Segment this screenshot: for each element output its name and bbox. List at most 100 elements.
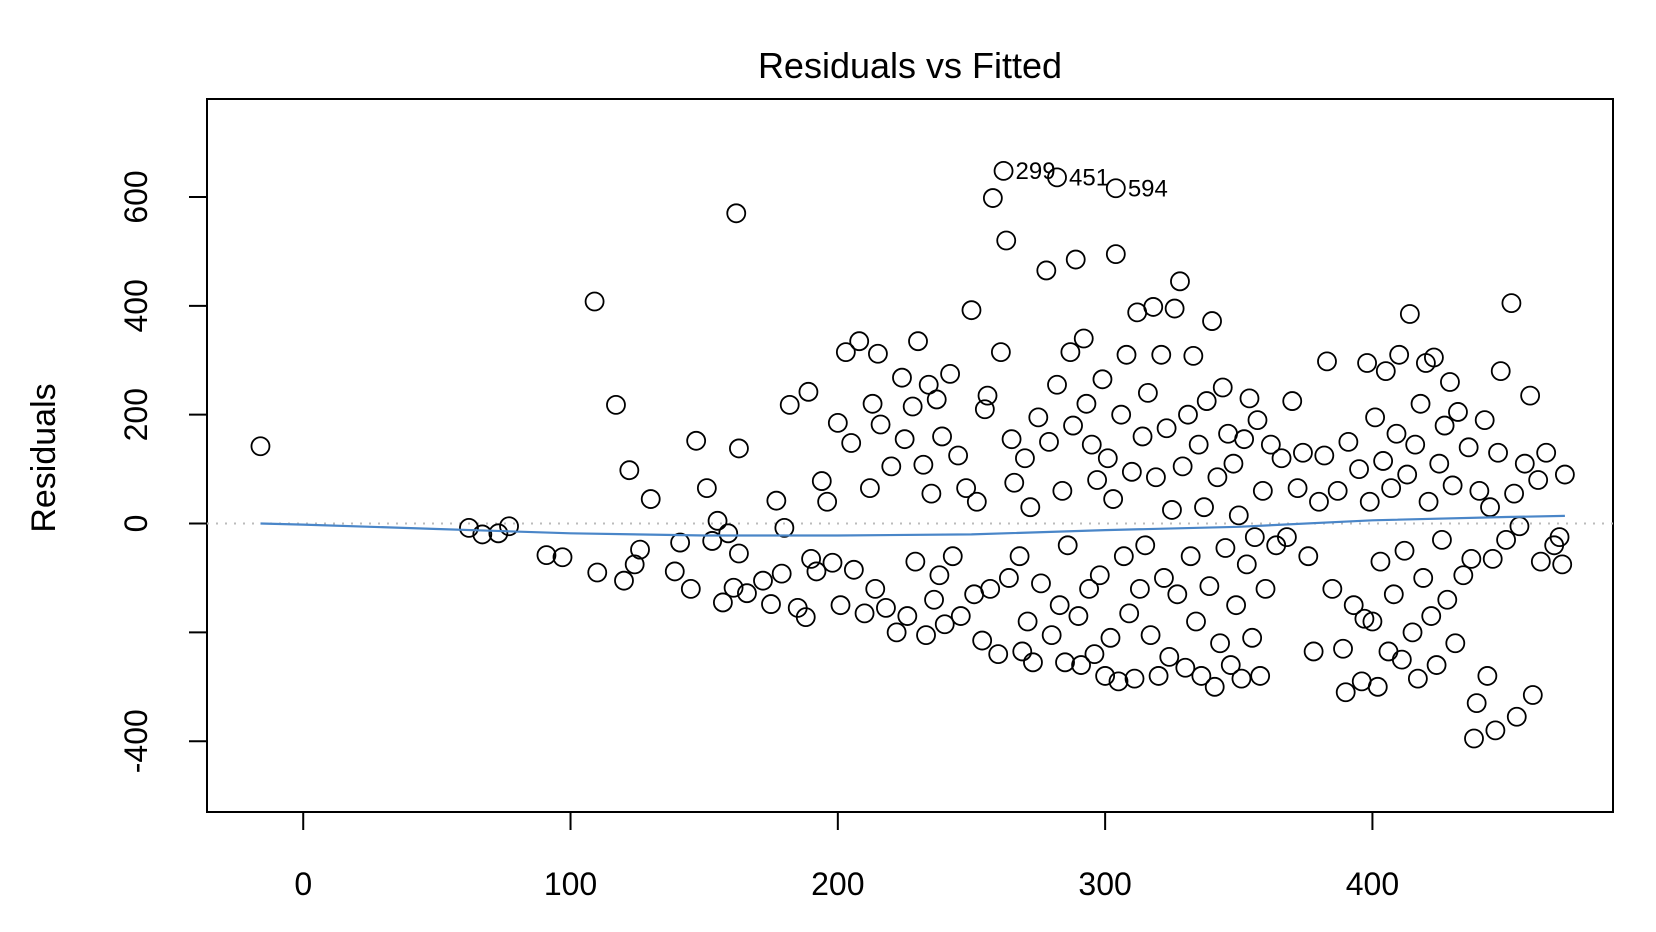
data-point [1121,461,1142,482]
data-point [1012,641,1033,662]
data-point [926,389,947,410]
data-point [1338,431,1359,452]
data-point [766,490,787,511]
data-point [1391,649,1412,670]
x-tick-label: 200 [811,866,864,902]
data-point [670,532,691,553]
data-point [1220,655,1241,675]
data-point [1215,538,1236,558]
data-point [1119,603,1140,624]
data-point [718,523,739,544]
data-point [640,489,661,509]
data-point [1386,423,1407,444]
data-point [1057,535,1078,556]
data-point [1226,595,1247,616]
data-point [1108,671,1129,692]
data-point [1087,470,1108,490]
data-point [841,433,862,453]
data-point [1148,666,1169,686]
data-point [1247,410,1268,431]
data-point [1009,546,1030,567]
data-point [1146,467,1166,488]
data-point [795,607,816,628]
data-point [1167,584,1188,605]
data-point [1354,608,1375,629]
y-tick-label: -400 [118,709,154,773]
data-point [1081,434,1102,455]
data-point [1228,505,1249,526]
data-point [1172,456,1193,477]
data-point [1020,497,1041,518]
data-point [771,563,792,584]
data-point [1223,453,1244,474]
data-point [1100,627,1121,648]
data-point [1188,434,1209,455]
data-point [990,342,1011,362]
data-point [664,561,685,582]
data-point [1375,361,1396,382]
data-point [1464,728,1484,749]
data-point [876,597,896,618]
data-point [1089,565,1110,586]
data-point [686,430,707,451]
data-point [913,454,934,475]
point-label: 451 [1069,164,1109,191]
data-point [488,523,509,544]
data-point [1015,448,1035,469]
data-point [822,552,843,573]
data-point [1031,573,1051,594]
data-point [1367,676,1388,697]
data-point [1063,415,1083,436]
data-point [723,577,744,598]
data-point [1434,415,1455,436]
data-point [817,491,838,512]
data-point [1490,361,1511,382]
data-point [1448,402,1468,422]
data-point [1049,595,1070,616]
data-point [1132,426,1153,447]
data-point [1204,676,1225,697]
data-point [1362,611,1383,632]
data-point [1017,611,1038,632]
data-point [1426,655,1447,675]
data-point [587,562,608,583]
y-tick-label: 400 [118,279,154,332]
data-point [1103,489,1124,509]
data-point [1092,369,1113,390]
data-point [854,603,875,624]
data-point [1552,554,1573,575]
data-point [630,539,650,560]
data-point [1437,589,1458,610]
data-point [552,547,573,568]
data-point [1488,442,1508,463]
data-point [1287,478,1308,499]
data-point [862,393,883,414]
data-point [1373,451,1394,471]
data-point [1303,641,1324,662]
data-point [1071,655,1091,675]
data-point [1154,568,1174,588]
data-point [801,549,821,569]
data-point [1255,578,1276,599]
data-point [729,543,749,564]
data-point [1480,497,1500,518]
data-point [1549,527,1570,548]
data-point [1343,595,1364,616]
data-point [1113,546,1134,567]
axes: 0 100 200 300 400 -400 0 200 400 600 [118,170,1399,902]
data-point [1357,353,1377,373]
data-point [614,570,634,591]
data-point [1191,666,1212,686]
data-point [996,230,1017,251]
data-point [707,510,728,531]
data-point [1413,568,1434,588]
point-label: 299 [1016,158,1056,185]
data-point [1135,535,1156,556]
data-point [1242,627,1263,648]
data-point [1520,385,1541,406]
data-point [993,160,1014,181]
data-point [974,399,995,420]
data-point [1151,344,1172,365]
data-point [1276,527,1297,548]
data-point [1231,668,1252,689]
